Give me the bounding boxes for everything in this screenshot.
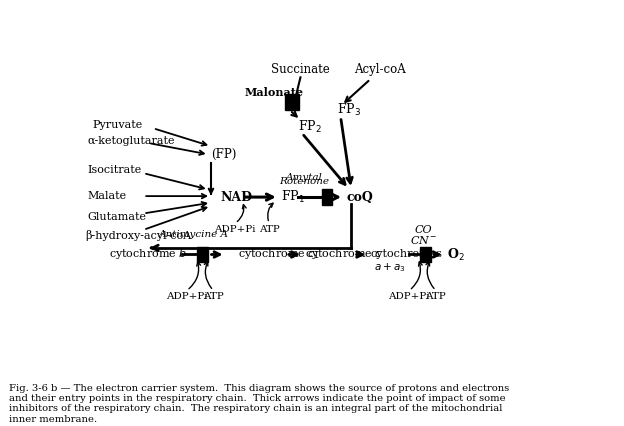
Text: CO: CO <box>415 225 432 235</box>
Text: cytochrome $c_1$: cytochrome $c_1$ <box>238 248 319 262</box>
Text: ATP: ATP <box>203 292 224 301</box>
Text: $a+a_3$: $a+a_3$ <box>374 261 406 274</box>
Text: β-hydroxy-acyl-coA: β-hydroxy-acyl-coA <box>85 230 192 241</box>
Text: ADP+Pi: ADP+Pi <box>166 292 208 301</box>
Text: Fig. 3-6 b — The electron carrier system.  This diagram shows the source of prot: Fig. 3-6 b — The electron carrier system… <box>9 384 510 424</box>
Text: ATP: ATP <box>426 292 446 301</box>
Bar <box>420 247 431 262</box>
Text: cytochrome $c$: cytochrome $c$ <box>305 248 383 262</box>
Text: Malonate: Malonate <box>245 86 303 98</box>
Text: Antimycine A: Antimycine A <box>159 230 229 239</box>
Bar <box>322 189 333 205</box>
Text: cytochrome $b$: cytochrome $b$ <box>109 248 187 262</box>
Bar <box>197 247 208 262</box>
Bar <box>285 94 298 110</box>
Text: α-ketoglutarate: α-ketoglutarate <box>87 136 175 146</box>
Text: Malate: Malate <box>87 191 127 201</box>
Text: Isocitrate: Isocitrate <box>87 165 142 175</box>
Text: ADP+Pi: ADP+Pi <box>215 225 256 234</box>
Text: coQ: coQ <box>346 190 373 204</box>
Text: O$_2$: O$_2$ <box>447 247 464 262</box>
Text: Glutamate: Glutamate <box>87 212 147 222</box>
Text: CN$^-$: CN$^-$ <box>410 234 437 246</box>
Text: ADP+Pi: ADP+Pi <box>389 292 430 301</box>
Text: FP$_1$: FP$_1$ <box>281 189 305 205</box>
Text: (FP): (FP) <box>211 148 236 161</box>
Text: FP$_2$: FP$_2$ <box>298 118 322 135</box>
Text: Succinate: Succinate <box>271 63 330 76</box>
Text: Acyl-coA: Acyl-coA <box>354 63 406 76</box>
Text: FP$_3$: FP$_3$ <box>337 102 361 118</box>
Text: Rotenone: Rotenone <box>280 177 329 186</box>
Text: Amytal: Amytal <box>286 173 323 182</box>
Text: cytochromes: cytochromes <box>371 250 442 259</box>
Text: ATP: ATP <box>258 225 280 234</box>
Text: NAD: NAD <box>221 190 253 204</box>
Text: Pyruvate: Pyruvate <box>92 120 143 130</box>
